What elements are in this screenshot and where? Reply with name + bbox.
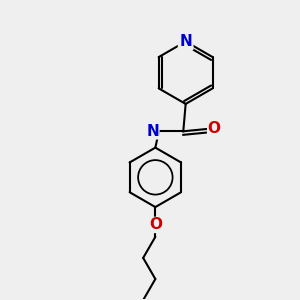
Text: N: N [146, 124, 159, 139]
Text: H: H [145, 126, 154, 136]
Text: N: N [179, 34, 192, 49]
Text: O: O [149, 218, 162, 232]
Text: O: O [208, 122, 221, 136]
